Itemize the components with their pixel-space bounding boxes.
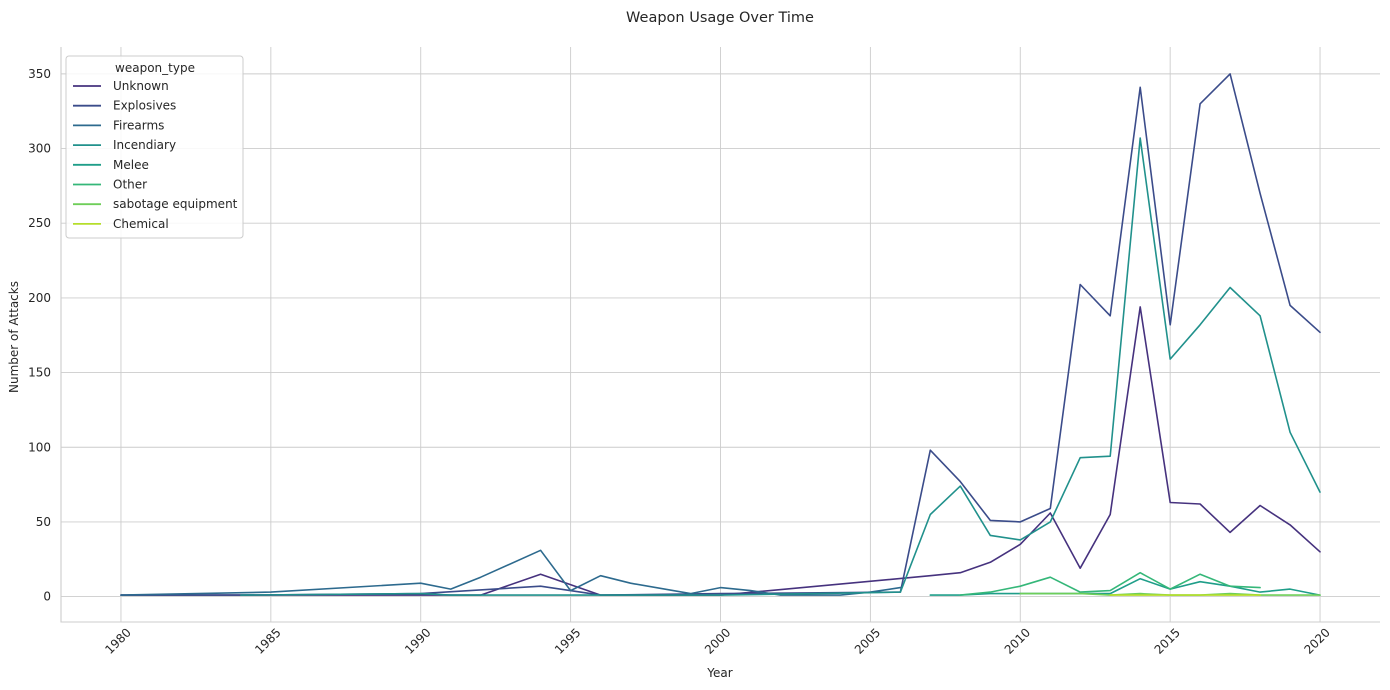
legend-label-melee: Melee [113,158,149,172]
series-line-explosives [120,73,1321,596]
y-tick-label: 300 [28,142,51,156]
y-tick-label: 150 [28,366,51,380]
chart-title: Weapon Usage Over Time [626,10,814,26]
legend-label-firearms: Firearms [113,118,164,132]
legend-label-unknown: Unknown [113,79,169,93]
series-line-incendiary [240,137,1321,596]
legend-label-sabotage-equipment: sabotage equipment [113,197,238,211]
series-line-firearms [120,549,902,596]
x-tick-label: 1995 [552,625,583,656]
axis-spines [60,47,1380,623]
y-tick-label: 250 [28,216,51,230]
legend-entries: Unknown Explosives Firearms Incendiary Melee… [73,79,238,231]
x-axis-label: Year [706,666,732,680]
legend-label-incendiary: Incendiary [113,138,176,152]
series-line-other [959,571,1261,596]
legend: weapon_type Unknown Explosives Firearms Inc… [65,55,244,239]
x-axis-ticks: 1980 1985 1990 1995 2000 2005 2010 2015 2020 [102,625,1333,656]
vertical-gridlines [120,47,1321,622]
y-tick-label: 50 [36,515,51,529]
legend-label-explosives: Explosives [113,99,176,113]
x-tick-label: 2020 [1301,625,1332,656]
legend-title: weapon_type [115,61,195,75]
y-tick-label: 200 [28,291,51,305]
legend-label-chemical: Chemical [113,217,169,231]
x-tick-label: 2005 [852,625,883,656]
x-tick-label: 2015 [1152,625,1183,656]
horizontal-gridlines [61,73,1380,598]
y-tick-label: 100 [28,440,51,454]
x-tick-label: 1980 [102,625,133,656]
series-lines [120,73,1321,596]
series-line-melee [929,577,1321,596]
x-tick-label: 1990 [402,625,433,656]
legend-frame [65,55,244,239]
x-tick-label: 2010 [1002,625,1033,656]
x-tick-label: 1985 [252,625,283,656]
y-axis-ticks: 0 50 100 150 200 250 300 350 [28,67,51,604]
y-tick-label: 350 [28,67,51,81]
y-axis-label: Number of Attacks [7,281,21,393]
legend-label-other: Other [113,178,147,192]
x-tick-label: 2000 [702,625,733,656]
y-tick-label: 0 [43,590,51,604]
